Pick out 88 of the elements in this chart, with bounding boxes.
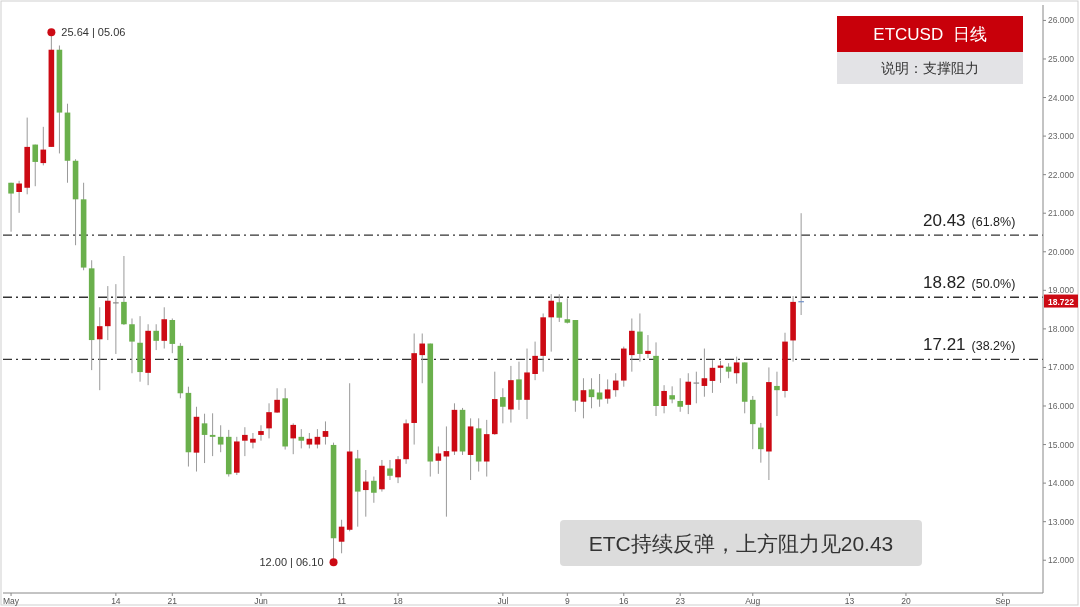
- x-tick-label: Jun: [254, 596, 269, 606]
- x-tick-label: 13: [844, 596, 855, 606]
- candlestick: [645, 334, 651, 359]
- candlestick: [685, 372, 692, 415]
- x-tick-label: Jul: [497, 596, 509, 606]
- text: ETCUSD 日线: [873, 25, 987, 44]
- y-tick-label: 12.000: [1048, 555, 1075, 566]
- candlestick: [669, 385, 675, 404]
- y-tick-label: 23.000: [1048, 131, 1075, 142]
- candlestick: [242, 426, 248, 457]
- x-tick-label: 23: [675, 596, 686, 606]
- candlestick: [701, 348, 708, 398]
- y-tick-label: 20.000: [1048, 246, 1075, 257]
- candlestick: [314, 428, 321, 449]
- candlestick: [96, 306, 103, 391]
- candlestick: [290, 422, 297, 455]
- y-tick-label: 26.000: [1048, 15, 1075, 26]
- candlestick: [217, 424, 224, 453]
- x-tick-label: 21: [167, 596, 178, 606]
- candlestick: [379, 459, 385, 493]
- candlestick: [266, 402, 272, 439]
- y-tick-label: 24.000: [1048, 92, 1075, 103]
- y-tick-label: 15.000: [1048, 439, 1075, 450]
- candlestick: [556, 293, 563, 323]
- y-tick-label: 22.000: [1048, 169, 1075, 180]
- candlestick: [371, 476, 377, 504]
- candlestick: [661, 384, 667, 414]
- x-tick-label: Sep: [995, 596, 1011, 606]
- candlestick: [209, 412, 216, 457]
- candlestick: [693, 371, 700, 404]
- y-tick-label: 25.000: [1048, 53, 1075, 64]
- y-tick-label: 18.000: [1048, 323, 1075, 334]
- candlestick: [258, 424, 264, 442]
- x-tick-label: 20: [901, 596, 911, 606]
- candlestick: [121, 255, 127, 326]
- x-tick-label: 9: [564, 596, 570, 606]
- y-tick-label: 13.000: [1048, 516, 1075, 527]
- x-tick-label: 14: [111, 596, 121, 606]
- candlestick: [32, 144, 39, 187]
- y-tick-label: 16.000: [1048, 401, 1075, 411]
- candlestick: [588, 377, 595, 409]
- candlestick: [387, 459, 393, 481]
- candlestick: [169, 317, 176, 354]
- candlestick: [129, 317, 135, 374]
- x-tick-label: May: [3, 596, 20, 606]
- annotation: 12.00 | 06.10: [259, 556, 324, 569]
- x-tick-label: 18: [393, 596, 404, 606]
- candlestick: [274, 387, 280, 414]
- ref-line-label: 18.82 (50.0%): [923, 273, 1016, 293]
- candlestick: [516, 361, 522, 411]
- candlestick: [250, 432, 256, 449]
- ref-line-label: 20.43 (61.8%): [923, 211, 1016, 231]
- candlestick: [604, 378, 611, 405]
- candlestick: [774, 371, 780, 417]
- candlestick: [564, 297, 571, 324]
- y-tick-label: 19.000: [1048, 285, 1075, 296]
- y-tick-label: 14.000: [1048, 478, 1075, 489]
- x-tick-label: Aug: [745, 596, 761, 606]
- y-tick-label: 17.000: [1048, 362, 1075, 373]
- candlestick: [532, 341, 538, 381]
- candlestick: [435, 445, 442, 475]
- candlestick: [733, 356, 740, 385]
- candlestick: [419, 333, 426, 384]
- candlestick: [322, 420, 329, 446]
- candlestick: [16, 180, 22, 214]
- candlestick: [612, 372, 619, 398]
- ref-line-label: 17.21 (38.2%): [923, 335, 1016, 355]
- candlestick: [362, 469, 369, 518]
- candlestick: [580, 377, 587, 419]
- x-tick-label: 16: [619, 596, 629, 606]
- candlestick: [548, 293, 555, 353]
- candlestick: [8, 182, 14, 233]
- y-tick-label: 21.000: [1048, 208, 1075, 219]
- x-tick-label: 11: [337, 596, 347, 606]
- candlestick: [153, 323, 159, 351]
- candlestick: [758, 422, 764, 464]
- candlestick: [298, 428, 305, 449]
- candlestick: [161, 306, 168, 350]
- candlestick: [637, 312, 643, 363]
- candlestick: [443, 425, 450, 518]
- annotation: ETC持续反弹，上方阻力见20.43: [588, 532, 894, 555]
- text: 说明：支撑阻力: [881, 61, 979, 76]
- candlestick: [677, 377, 684, 413]
- candlestick: [395, 455, 401, 484]
- candlestick: [201, 413, 208, 464]
- candlestick: [500, 387, 506, 424]
- annotation: 25.64 | 05.06: [61, 26, 126, 39]
- annotation: 18.722: [1048, 296, 1075, 307]
